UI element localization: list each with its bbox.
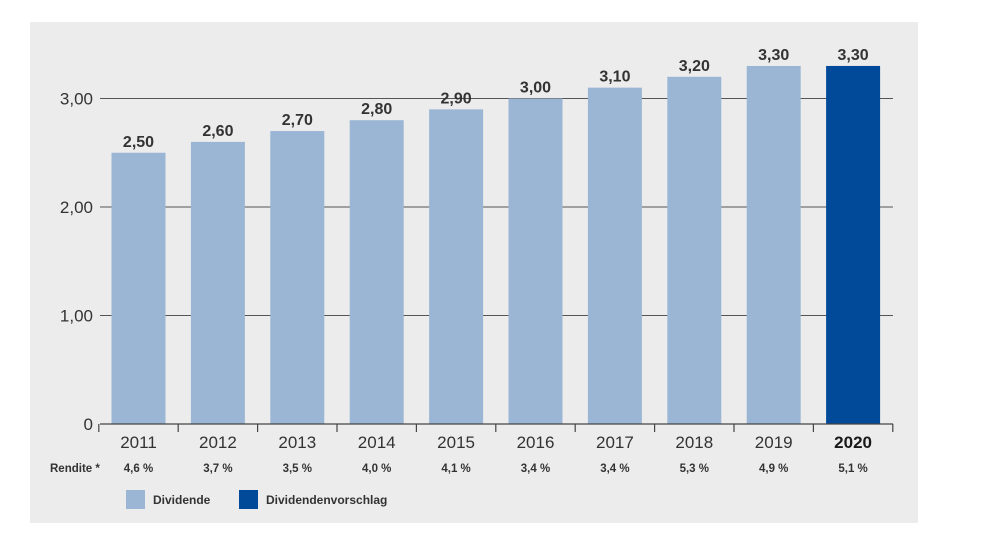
bar (746, 65, 801, 424)
rendite-value: 4,9 % (759, 463, 788, 475)
data-label: 2,80 (361, 101, 392, 118)
bar (429, 109, 484, 424)
y-tick-label: 0 (84, 415, 93, 434)
bar-proposal (826, 65, 881, 424)
rendite-value: 3,4 % (600, 463, 629, 475)
rendite-value: 3,7 % (203, 463, 232, 475)
data-label: 3,10 (599, 69, 630, 86)
data-label: 3,20 (679, 58, 710, 75)
rendite-value: 3,5 % (283, 463, 312, 475)
rendite-value: 3,4 % (521, 463, 550, 475)
rendite-value: 4,1 % (441, 463, 470, 475)
bar (349, 120, 404, 424)
x-tick-label: 2019 (755, 433, 793, 452)
data-label: 2,70 (282, 112, 313, 129)
data-label: 2,50 (123, 134, 154, 151)
x-tick-label: 2013 (278, 433, 316, 452)
y-tick-label: 1,00 (60, 307, 93, 326)
y-tick-label: 2,00 (60, 198, 93, 217)
x-tick-label: 2012 (199, 433, 237, 452)
data-label: 3,30 (838, 47, 869, 64)
x-tick-label: 2018 (675, 433, 713, 452)
data-label: 2,90 (441, 90, 472, 107)
x-tick-label: 2017 (596, 433, 634, 452)
legend-label: Dividendenvorschlag (266, 493, 387, 507)
rendite-value: 5,1 % (838, 463, 867, 475)
bar (587, 87, 642, 425)
x-tick-label: 2016 (517, 433, 555, 452)
bar (667, 76, 722, 425)
data-label: 2,60 (202, 123, 233, 140)
data-label: 3,30 (758, 47, 789, 64)
bar (111, 152, 166, 424)
rendite-value: 4,6 % (124, 463, 153, 475)
data-label: 3,00 (520, 80, 551, 97)
rendite-value: 4,0 % (362, 463, 391, 475)
rendite-value: 5,3 % (680, 463, 709, 475)
legend-swatch (239, 490, 258, 509)
bar (508, 98, 563, 424)
x-tick-label: 2011 (120, 433, 157, 452)
bar (190, 141, 245, 424)
bar (270, 131, 325, 425)
x-tick-label: 2020 (834, 433, 872, 452)
x-tick-label: 2015 (437, 433, 475, 452)
rendite-row-label: Rendite * (50, 463, 100, 475)
y-tick-label: 3,00 (60, 90, 93, 109)
legend-label: Dividende (153, 493, 211, 507)
x-tick-label: 2014 (358, 433, 396, 452)
legend-swatch (126, 490, 145, 509)
